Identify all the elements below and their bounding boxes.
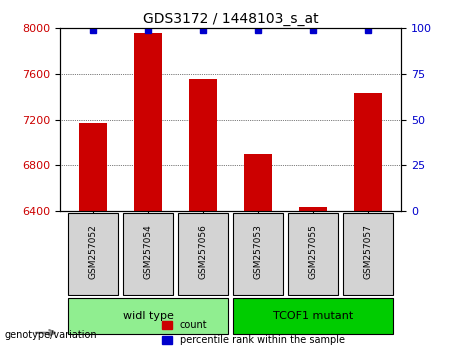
- Text: GSM257057: GSM257057: [364, 224, 372, 279]
- Text: GSM257052: GSM257052: [89, 224, 97, 279]
- Bar: [79, 123, 106, 211]
- Title: GDS3172 / 1448103_s_at: GDS3172 / 1448103_s_at: [143, 12, 318, 26]
- Text: GSM257056: GSM257056: [199, 224, 207, 279]
- FancyBboxPatch shape: [343, 212, 393, 295]
- Bar: [189, 79, 217, 211]
- FancyBboxPatch shape: [68, 298, 228, 334]
- Bar: [244, 154, 272, 211]
- FancyBboxPatch shape: [178, 212, 228, 295]
- FancyBboxPatch shape: [68, 212, 118, 295]
- Bar: [134, 33, 162, 211]
- Text: GSM257055: GSM257055: [308, 224, 318, 279]
- Legend: count, percentile rank within the sample: count, percentile rank within the sample: [159, 316, 349, 349]
- Text: TCOF1 mutant: TCOF1 mutant: [273, 311, 353, 321]
- Text: GSM257053: GSM257053: [254, 224, 262, 279]
- Text: genotype/variation: genotype/variation: [5, 330, 97, 339]
- Text: GSM257054: GSM257054: [143, 224, 153, 279]
- FancyBboxPatch shape: [288, 212, 338, 295]
- Text: widl type: widl type: [123, 311, 173, 321]
- Bar: [355, 93, 382, 211]
- FancyBboxPatch shape: [123, 212, 173, 295]
- FancyBboxPatch shape: [233, 298, 393, 334]
- FancyBboxPatch shape: [233, 212, 283, 295]
- Bar: [299, 207, 327, 211]
